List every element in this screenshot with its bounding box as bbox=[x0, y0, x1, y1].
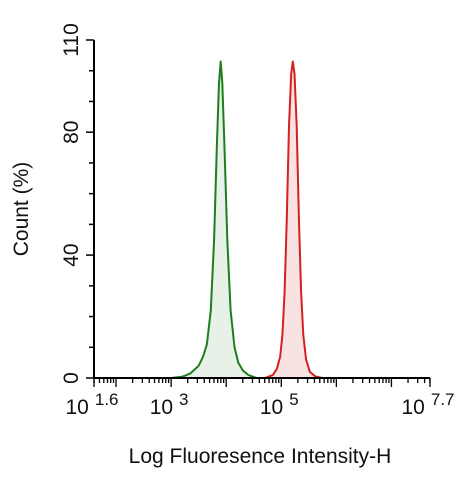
x-tick-base: 10 bbox=[260, 396, 283, 419]
y-tick-label: 80 bbox=[60, 121, 83, 144]
x-tick-base: 10 bbox=[150, 396, 173, 419]
x-tick-exponent: 5 bbox=[289, 390, 298, 409]
x-tick-exponent: 3 bbox=[179, 390, 188, 409]
x-tick-label: 10 7.7 bbox=[402, 390, 455, 419]
x-tick-exponent: 7.7 bbox=[431, 390, 455, 409]
y-tick-label: 40 bbox=[60, 243, 83, 266]
x-tick-base: 10 bbox=[66, 396, 89, 419]
axes-layer bbox=[93, 40, 430, 379]
x-tick-label: 10 3 bbox=[150, 390, 189, 419]
series-1-fill bbox=[171, 61, 257, 378]
x-tick-label: 10 1.6 bbox=[66, 390, 119, 419]
x-axis-label: Log Fluoresence Intensity-H bbox=[129, 445, 392, 468]
x-tick-label: 10 5 bbox=[260, 390, 299, 419]
y-tick-label: 0 bbox=[60, 372, 83, 384]
series-2-fill bbox=[264, 61, 323, 378]
x-tick-base: 10 bbox=[402, 396, 425, 419]
series-2-line bbox=[264, 60, 323, 379]
y-tick-label: 110 bbox=[60, 23, 83, 56]
series-1-line bbox=[170, 60, 257, 379]
y-axis-label: Count (%) bbox=[10, 162, 33, 257]
ticks-layer bbox=[86, 39, 431, 387]
x-tick-exponent: 1.6 bbox=[95, 390, 119, 409]
series-layer bbox=[170, 60, 323, 379]
